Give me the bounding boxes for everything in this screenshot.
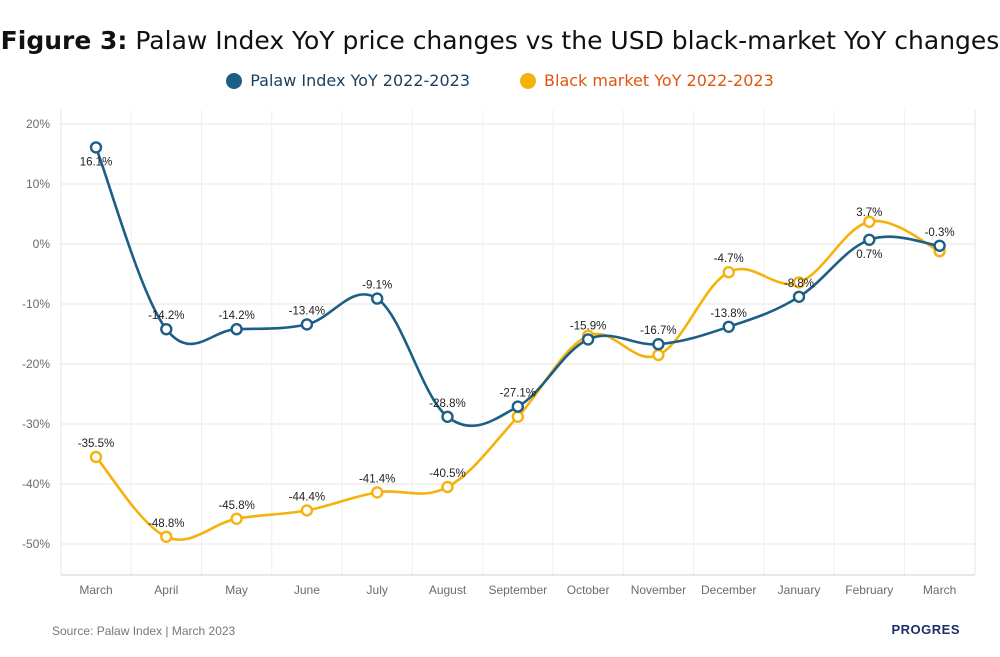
data-point <box>441 480 454 494</box>
data-label: -41.4% <box>359 473 395 485</box>
data-point <box>230 323 243 336</box>
x-tick-label: September <box>488 583 547 597</box>
series-line <box>94 146 940 428</box>
source-note: Source: Palaw Index | March 2023 <box>52 624 236 638</box>
chart-title: Figure 3: Palaw Index YoY price changes … <box>0 26 1000 55</box>
y-tick-label: 10% <box>26 177 50 191</box>
data-label: -14.2% <box>218 310 254 322</box>
legend-label-black-market: Black market YoY 2022-2023 <box>544 71 774 90</box>
legend-swatch-black-market <box>520 72 537 89</box>
data-label: -45.8% <box>218 500 254 512</box>
x-tick-label: April <box>154 583 178 597</box>
chart-legend: Palaw Index YoY 2022-2023 Black market Y… <box>0 71 1000 90</box>
x-tick-label: March <box>923 583 956 597</box>
x-tick-label: June <box>294 583 320 597</box>
data-point <box>441 410 454 423</box>
brand-logo: PROGRES <box>891 622 960 637</box>
data-point <box>863 215 876 229</box>
x-tick-label: August <box>429 583 467 597</box>
x-tick-label: May <box>225 583 248 597</box>
data-point <box>230 512 243 525</box>
chart-title-text: Palaw Index YoY price changes vs the USD… <box>135 26 1000 55</box>
data-point <box>371 486 384 499</box>
data-label: -35.5% <box>78 438 114 450</box>
data-label: -48.8% <box>148 518 184 530</box>
data-point <box>722 320 735 333</box>
data-label: -15.9% <box>570 320 606 332</box>
data-label: -0.3% <box>925 227 955 239</box>
x-tick-label: January <box>778 583 821 597</box>
x-tick-label: July <box>367 583 388 597</box>
data-point <box>89 141 103 154</box>
x-tick-label: February <box>845 583 893 597</box>
data-point <box>652 338 665 351</box>
data-label: -9.1% <box>362 280 392 292</box>
data-label: -40.5% <box>429 468 465 480</box>
y-tick-label: -20% <box>22 357 50 371</box>
data-label: -14.2% <box>148 310 184 322</box>
y-tick-label: 20% <box>26 117 50 131</box>
legend-item-black-market: Black market YoY 2022-2023 <box>520 71 774 90</box>
data-label: -16.7% <box>640 325 676 337</box>
x-tick-label: October <box>567 583 610 597</box>
y-tick-label: -30% <box>22 417 50 431</box>
data-point <box>792 276 806 289</box>
legend-swatch-palaw <box>226 72 243 89</box>
data-point <box>371 292 384 305</box>
x-tick-label: November <box>631 583 686 597</box>
data-label: 16.1% <box>80 156 113 168</box>
y-tick-label: 0% <box>33 237 51 251</box>
legend-item-palaw: Palaw Index YoY 2022-2023 <box>226 71 470 90</box>
data-label: 3.7% <box>856 207 882 219</box>
series-line <box>95 219 941 541</box>
data-label: -13.4% <box>289 305 325 317</box>
data-label: -4.7% <box>714 253 744 265</box>
data-point <box>511 410 524 423</box>
data-point <box>581 333 595 346</box>
data-point <box>652 348 665 362</box>
data-point <box>89 450 103 464</box>
data-point <box>722 266 735 279</box>
legend-label-palaw: Palaw Index YoY 2022-2023 <box>250 71 471 90</box>
data-label: 0.7% <box>856 249 882 261</box>
data-point <box>300 318 314 331</box>
data-point <box>863 233 876 247</box>
y-tick-label: -10% <box>22 297 50 311</box>
data-point <box>933 239 946 253</box>
data-label: -27.1% <box>500 388 536 400</box>
y-tick-label: -40% <box>22 477 50 491</box>
x-tick-label: December <box>701 583 756 597</box>
x-tick-label: March <box>79 583 112 597</box>
data-point <box>160 530 173 543</box>
y-tick-label: -50% <box>22 537 50 551</box>
data-label: -44.4% <box>289 491 325 503</box>
chart-title-bold: Figure 3: <box>0 26 128 55</box>
data-point <box>511 400 524 413</box>
data-point <box>300 504 314 517</box>
data-label: -13.8% <box>710 308 746 320</box>
data-label: -28.8% <box>429 398 465 410</box>
data-label: -8.8% <box>784 278 814 290</box>
data-point <box>160 323 173 336</box>
data-point <box>792 290 806 303</box>
